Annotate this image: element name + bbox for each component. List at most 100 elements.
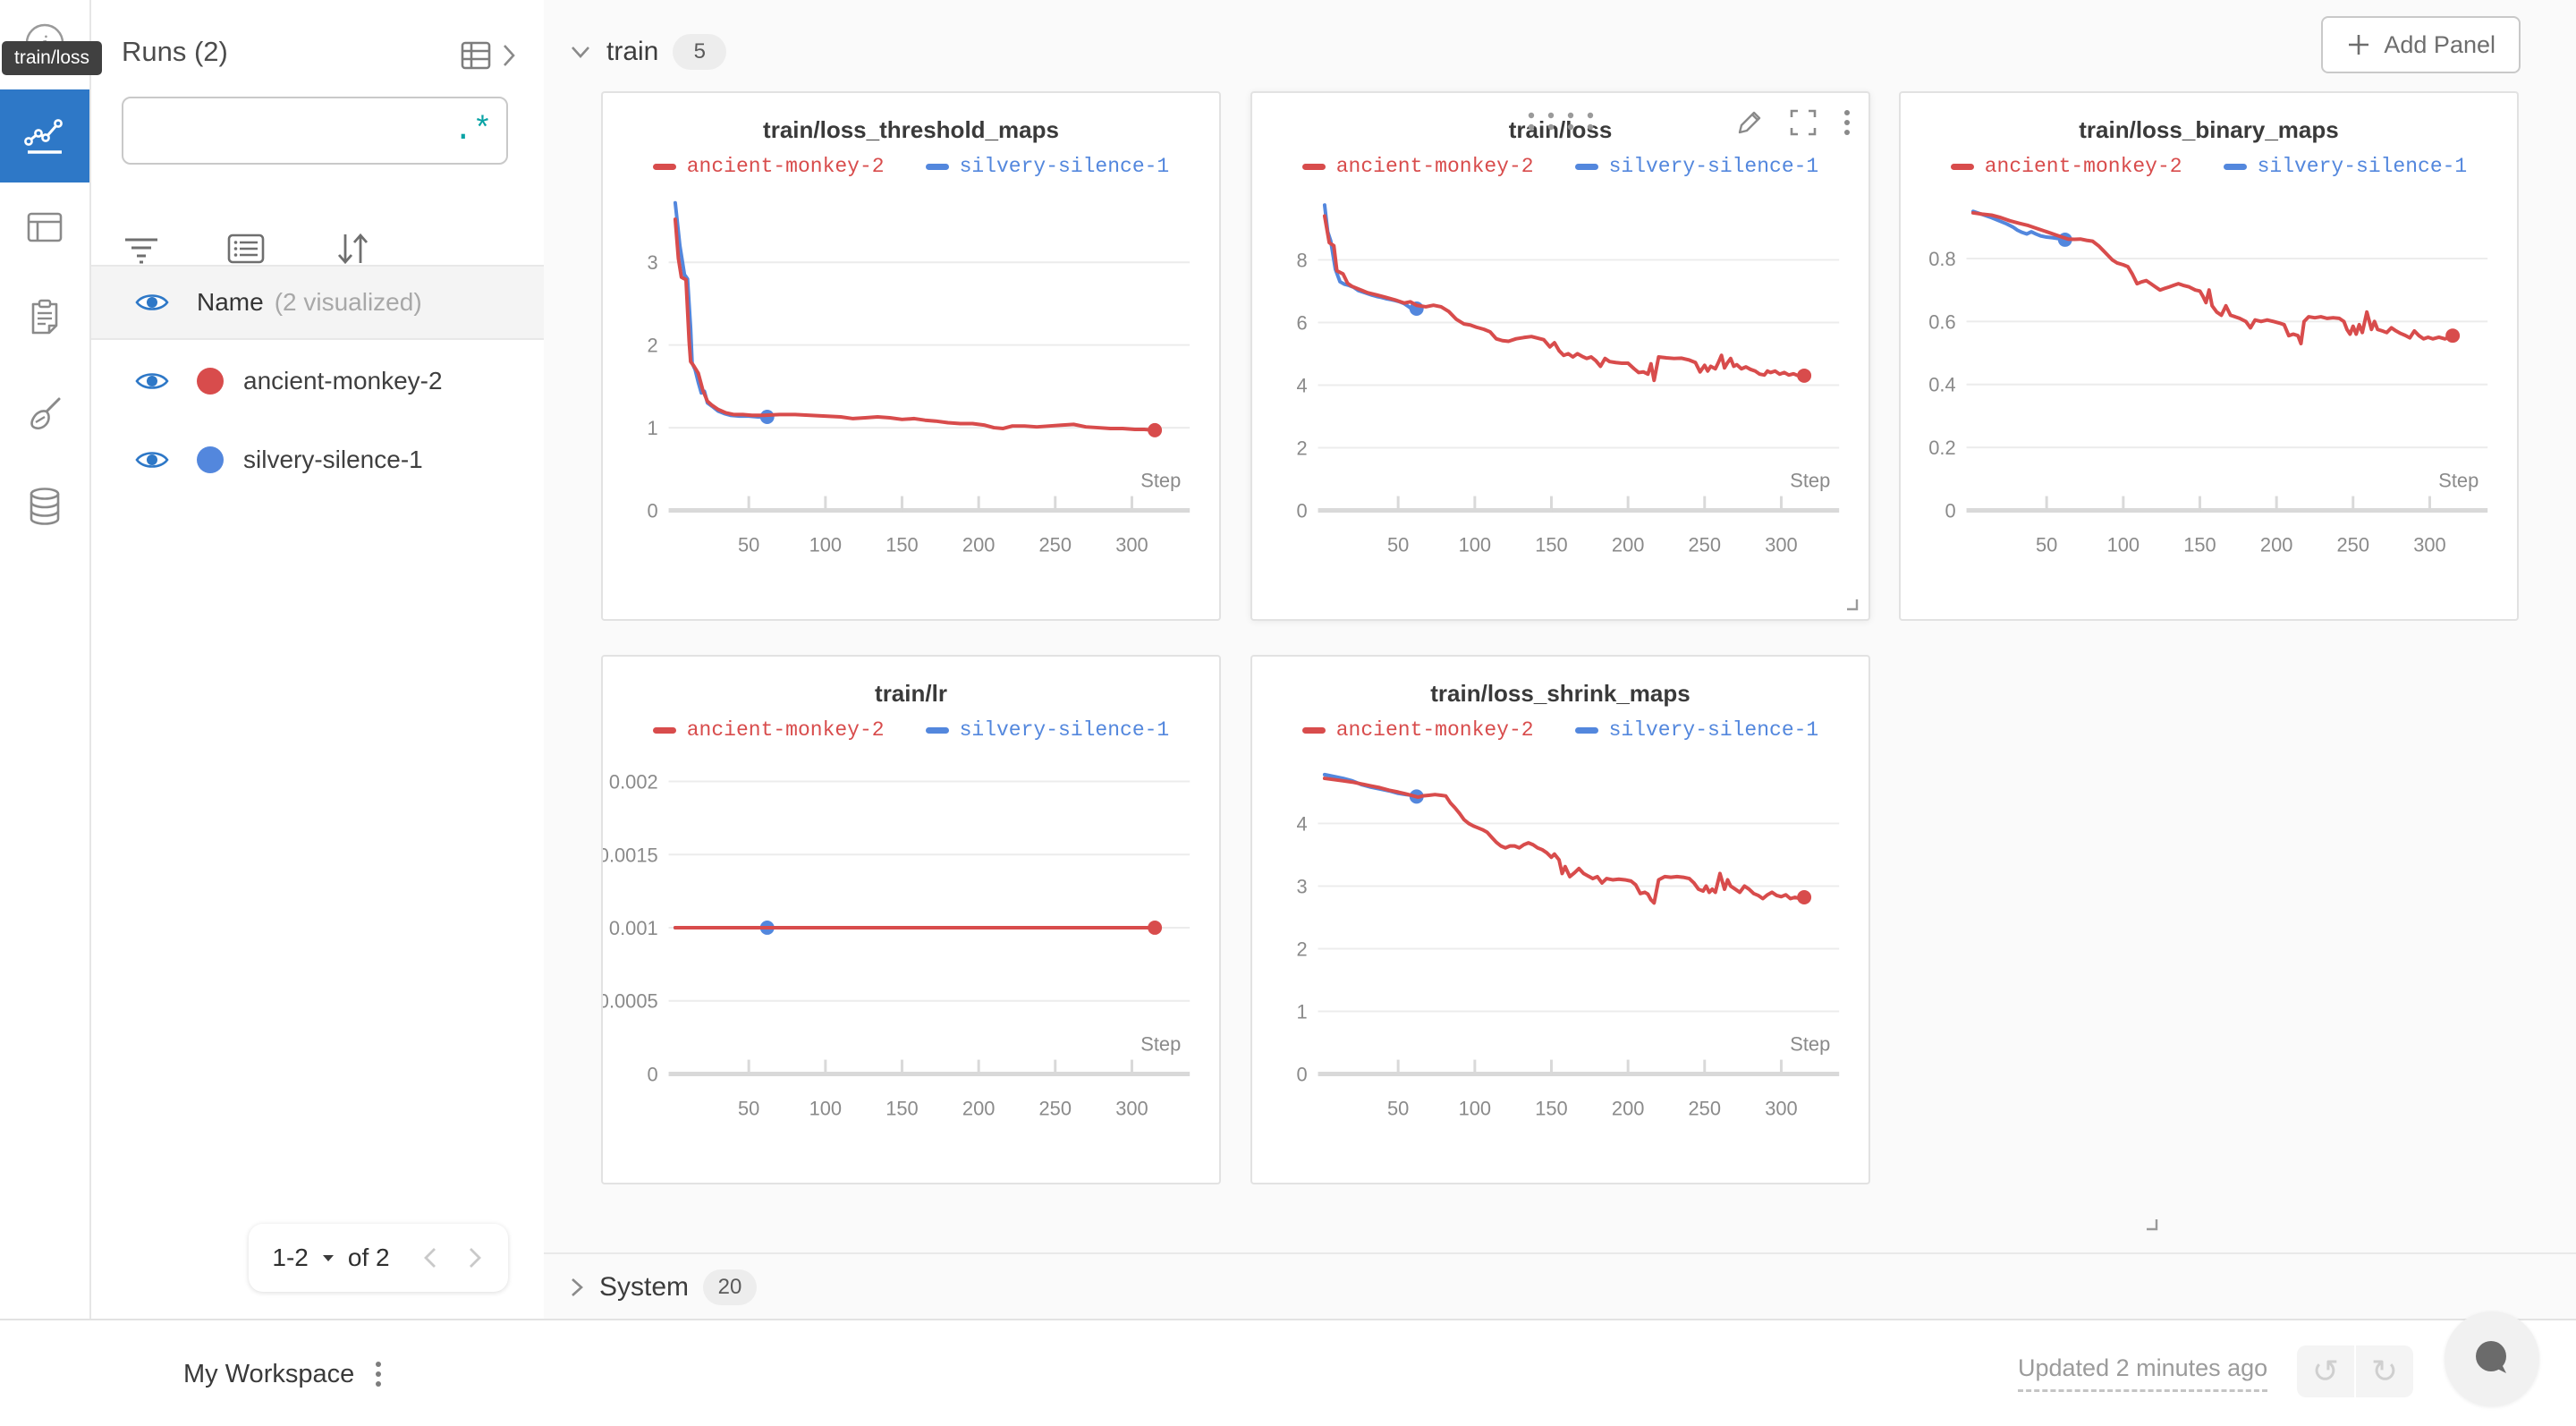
visibility-eye-icon[interactable]	[134, 369, 170, 394]
svg-text:200: 200	[2260, 533, 2292, 556]
legend-item[interactable]: silvery-silence-1	[925, 718, 1170, 742]
run-name-label[interactable]: silvery-silence-1	[243, 446, 423, 473]
legend-item[interactable]: ancient-monkey-2	[1301, 155, 1534, 178]
svg-text:4: 4	[1296, 812, 1307, 835]
expand-runs-table-button[interactable]	[458, 36, 517, 75]
plus-icon	[2349, 35, 2369, 55]
regex-toggle-icon[interactable]: .*	[453, 112, 493, 149]
prev-page-icon[interactable]	[420, 1244, 440, 1271]
svg-text:Step: Step	[1790, 470, 1830, 492]
svg-text:200: 200	[1612, 533, 1644, 556]
kebab-menu-icon[interactable]	[1842, 107, 1852, 138]
svg-text:200: 200	[962, 533, 995, 556]
chart-legend: ancient-monkey-2 silvery-silence-1	[1901, 155, 2517, 178]
chart-panel-lr[interactable]: train/lr ancient-monkey-2 silvery-silenc…	[601, 655, 1221, 1184]
section-header-system[interactable]: System 20	[544, 1252, 2576, 1320]
section-header-train[interactable]: train 5	[569, 25, 727, 79]
sidebar-item-artifacts[interactable]	[0, 478, 89, 535]
sidebar-item-sweeps[interactable]	[0, 385, 89, 442]
svg-text:50: 50	[1387, 533, 1409, 556]
filter-icon[interactable]	[122, 231, 161, 267]
legend-run-name: silvery-silence-1	[1608, 718, 1819, 742]
svg-text:250: 250	[2337, 533, 2369, 556]
run-search-input[interactable]	[150, 115, 453, 146]
svg-text:300: 300	[1115, 1097, 1148, 1119]
visibility-eye-icon[interactable]	[134, 447, 170, 472]
undo-button[interactable]: ↺	[2311, 1353, 2340, 1389]
legend-item[interactable]: silvery-silence-1	[1574, 155, 1818, 178]
edit-pencil-icon[interactable]	[1734, 107, 1765, 138]
legend-item[interactable]: silvery-silence-1	[925, 155, 1169, 178]
chart-plot-area[interactable]: 0 1 2 3 50 100 150 200 250 300 Step	[603, 181, 1219, 619]
legend-item[interactable]: ancient-monkey-2	[1301, 718, 1534, 742]
legend-swatch	[2223, 163, 2247, 170]
panel-count-badge: 20	[703, 1269, 758, 1305]
visibility-eye-icon[interactable]	[134, 290, 170, 315]
sort-icon[interactable]	[331, 229, 374, 268]
caret-down-icon[interactable]	[321, 1252, 335, 1263]
panels-table-icon	[27, 212, 63, 242]
run-row-ancient-monkey-2[interactable]: ancient-monkey-2	[91, 344, 544, 419]
run-list-header-row[interactable]: Name (2 visualized)	[91, 265, 544, 340]
legend-item[interactable]: ancient-monkey-2	[652, 718, 885, 742]
svg-text:0: 0	[1945, 499, 1955, 522]
add-panel-button[interactable]: Add Panel	[2321, 16, 2521, 73]
legend-run-name: silvery-silence-1	[959, 718, 1170, 742]
svg-text:100: 100	[1459, 533, 1491, 556]
fullscreen-icon[interactable]	[1788, 107, 1818, 138]
legend-run-name: ancient-monkey-2	[686, 718, 885, 742]
chart-panel-loss-threshold-maps[interactable]: train/loss_threshold_maps ancient-monkey…	[601, 91, 1221, 621]
workspace-switcher[interactable]: My Workspace	[183, 1320, 383, 1426]
panel-count-badge: 5	[673, 34, 727, 70]
chart-panel-loss-binary-maps[interactable]: train/loss_binary_maps ancient-monkey-2 …	[1899, 91, 2519, 621]
chart-plot-area[interactable]: 0 1 2 3 4 50 100 150 200 250 300 Step	[1252, 744, 1868, 1183]
section-title[interactable]: train	[606, 37, 659, 66]
chart-panel-loss[interactable]: train/loss ancient-monkey-2 silvery-sile…	[1250, 91, 1870, 621]
svg-text:0: 0	[1296, 1063, 1307, 1085]
legend-swatch	[1301, 726, 1326, 734]
svg-text:100: 100	[809, 1097, 842, 1119]
chart-plot-area[interactable]: 0 0.2 0.4 0.6 0.8 50 100 150 200 250 300 Step	[1901, 181, 2517, 619]
page-range-label[interactable]: 1-2	[272, 1244, 309, 1271]
kebab-menu-icon[interactable]	[374, 1360, 383, 1388]
svg-text:200: 200	[1612, 1097, 1644, 1119]
svg-text:3: 3	[1296, 875, 1307, 897]
svg-text:Step: Step	[1140, 1033, 1181, 1056]
chart-panel-loss-shrink-maps[interactable]: train/loss_shrink_maps ancient-monkey-2 …	[1250, 655, 1870, 1184]
redo-button[interactable]: ↻	[2354, 1345, 2413, 1397]
run-name-label[interactable]: ancient-monkey-2	[243, 367, 443, 395]
legend-item[interactable]: ancient-monkey-2	[652, 155, 885, 178]
svg-text:50: 50	[738, 1097, 759, 1119]
sidebar-item-notes[interactable]	[0, 290, 89, 347]
legend-run-name: ancient-monkey-2	[1335, 155, 1534, 178]
legend-swatch	[652, 163, 676, 170]
svg-text:150: 150	[886, 533, 918, 556]
chevron-down-icon[interactable]	[569, 44, 592, 60]
runs-table-icon	[461, 41, 491, 70]
chevron-right-icon[interactable]	[569, 1276, 585, 1299]
panel-resize-handle[interactable]	[1843, 596, 1860, 612]
chat-support-button[interactable]	[2445, 1311, 2539, 1406]
run-color-dot	[197, 368, 224, 395]
legend-item[interactable]: ancient-monkey-2	[1950, 155, 2182, 178]
legend-item[interactable]: silvery-silence-1	[1574, 718, 1819, 742]
section-title[interactable]: System	[599, 1272, 690, 1302]
drag-handle-icon[interactable]	[1252, 109, 1868, 132]
chart-legend: ancient-monkey-2 silvery-silence-1	[1252, 155, 1868, 178]
group-list-icon[interactable]	[225, 231, 267, 267]
run-row-silvery-silence-1[interactable]: silvery-silence-1	[91, 422, 544, 497]
sidebar-item-panels[interactable]	[0, 199, 89, 256]
updated-status[interactable]: Updated 2 minutes ago	[2018, 1354, 2268, 1392]
svg-text:300: 300	[2413, 533, 2445, 556]
svg-text:Step: Step	[1790, 1033, 1830, 1056]
legend-item[interactable]: silvery-silence-1	[2223, 155, 2468, 178]
legend-run-name: silvery-silence-1	[2257, 155, 2468, 178]
svg-text:150: 150	[1535, 1097, 1567, 1119]
chart-legend: ancient-monkey-2 silvery-silence-1	[603, 155, 1219, 178]
next-page-icon[interactable]	[465, 1244, 485, 1271]
chart-plot-area[interactable]: 0 0.0005 0.001 0.0015 0.002 50 100 150 200 250 300…	[603, 744, 1219, 1183]
sidebar-item-charts[interactable]	[0, 89, 89, 182]
broom-icon	[30, 397, 61, 430]
section-resize-handle[interactable]	[2142, 1215, 2160, 1233]
chart-plot-area[interactable]: 0 2 4 6 8 50 100 150 200 250 300 Step	[1252, 181, 1868, 619]
